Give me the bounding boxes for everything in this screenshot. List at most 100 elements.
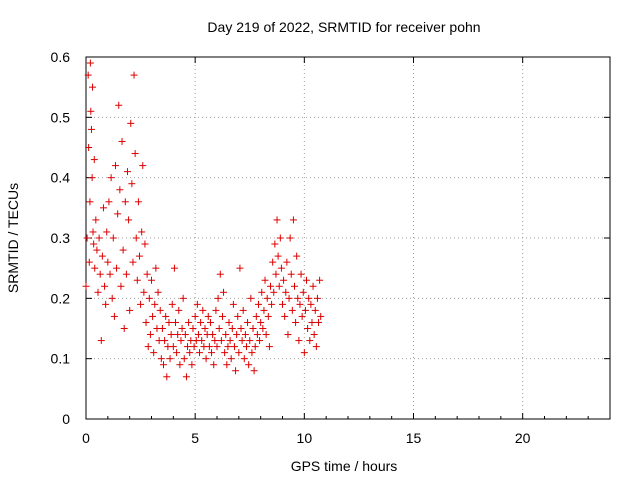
data-point	[227, 355, 235, 363]
data-point	[132, 234, 140, 242]
data-point	[260, 306, 268, 314]
data-point	[175, 306, 183, 314]
data-point	[186, 349, 194, 357]
data-point	[254, 300, 262, 308]
data-point	[210, 361, 218, 369]
y-tick-label: 0.1	[51, 351, 71, 367]
data-point	[315, 318, 323, 326]
data-point	[236, 264, 244, 272]
data-point	[118, 137, 126, 145]
data-point	[130, 71, 138, 79]
data-point	[296, 300, 304, 308]
x-tick-label: 10	[297, 430, 313, 446]
data-point	[305, 294, 313, 302]
y-tick-label: 0.5	[51, 109, 71, 125]
data-point	[125, 216, 133, 224]
data-point	[109, 234, 117, 242]
data-point	[265, 343, 273, 351]
data-point	[245, 361, 253, 369]
data-point	[209, 331, 217, 339]
data-point	[194, 331, 202, 339]
data-point	[145, 294, 153, 302]
data-point	[198, 337, 206, 345]
data-point	[107, 174, 115, 182]
data-point	[87, 107, 95, 115]
data-point	[276, 234, 284, 242]
y-tick-label: 0.4	[51, 170, 71, 186]
data-point	[217, 337, 225, 345]
data-point	[288, 306, 296, 314]
data-point	[205, 343, 213, 351]
data-point	[275, 282, 283, 290]
data-point	[154, 288, 162, 296]
data-point	[237, 325, 245, 332]
data-point	[101, 282, 109, 290]
data-point	[167, 331, 175, 339]
x-tick-label: 20	[515, 430, 531, 446]
data-point	[121, 198, 129, 206]
data-point	[287, 270, 295, 278]
data-point	[230, 343, 238, 351]
data-point	[160, 361, 168, 369]
data-point	[294, 294, 302, 302]
data-point	[123, 168, 131, 176]
data-point	[90, 156, 98, 164]
data-point	[295, 337, 303, 345]
data-point	[253, 331, 261, 339]
y-tick-label: 0	[62, 411, 70, 427]
data-point	[89, 228, 97, 236]
data-point	[247, 294, 255, 302]
data-point	[168, 300, 176, 308]
data-point	[157, 355, 165, 363]
data-points	[82, 59, 325, 381]
data-point	[173, 349, 181, 357]
data-point	[151, 300, 159, 308]
data-point	[83, 234, 91, 242]
data-point	[235, 349, 243, 357]
data-point	[224, 343, 232, 351]
data-point	[174, 331, 182, 339]
data-point	[181, 331, 189, 339]
data-point	[246, 337, 254, 345]
data-point	[277, 264, 285, 272]
data-point	[131, 150, 139, 158]
data-point	[229, 300, 237, 308]
x-tick-label: 15	[406, 430, 422, 446]
grid-lines	[86, 57, 610, 419]
data-point	[90, 240, 98, 248]
data-point	[239, 306, 247, 314]
data-point	[264, 312, 272, 320]
data-point	[120, 325, 128, 332]
data-point	[102, 300, 110, 308]
data-point	[119, 246, 127, 254]
data-point	[212, 306, 220, 314]
data-point	[146, 331, 154, 339]
data-point	[233, 331, 241, 339]
data-point	[259, 325, 267, 332]
data-point	[240, 355, 248, 363]
data-point	[93, 246, 101, 254]
data-point	[89, 83, 97, 91]
data-point	[196, 349, 204, 357]
data-point	[111, 162, 119, 170]
data-point	[291, 282, 299, 290]
data-point	[234, 312, 242, 320]
data-point	[218, 312, 226, 320]
axis-ticks: 0 0.1 0.2 0.3 0.4 0.5 0.6 0 5 10 15 20	[51, 49, 611, 446]
data-point	[88, 174, 96, 182]
data-point	[140, 288, 148, 296]
data-point	[270, 288, 278, 296]
data-point	[191, 312, 199, 320]
data-point	[310, 331, 318, 339]
data-point	[204, 312, 212, 320]
data-point	[162, 312, 170, 320]
data-point	[282, 288, 290, 296]
data-point	[261, 276, 269, 284]
data-point	[284, 331, 292, 339]
data-point	[222, 331, 230, 339]
data-point	[214, 294, 222, 302]
data-point	[242, 343, 250, 351]
data-point	[313, 294, 321, 302]
data-point	[180, 355, 188, 363]
